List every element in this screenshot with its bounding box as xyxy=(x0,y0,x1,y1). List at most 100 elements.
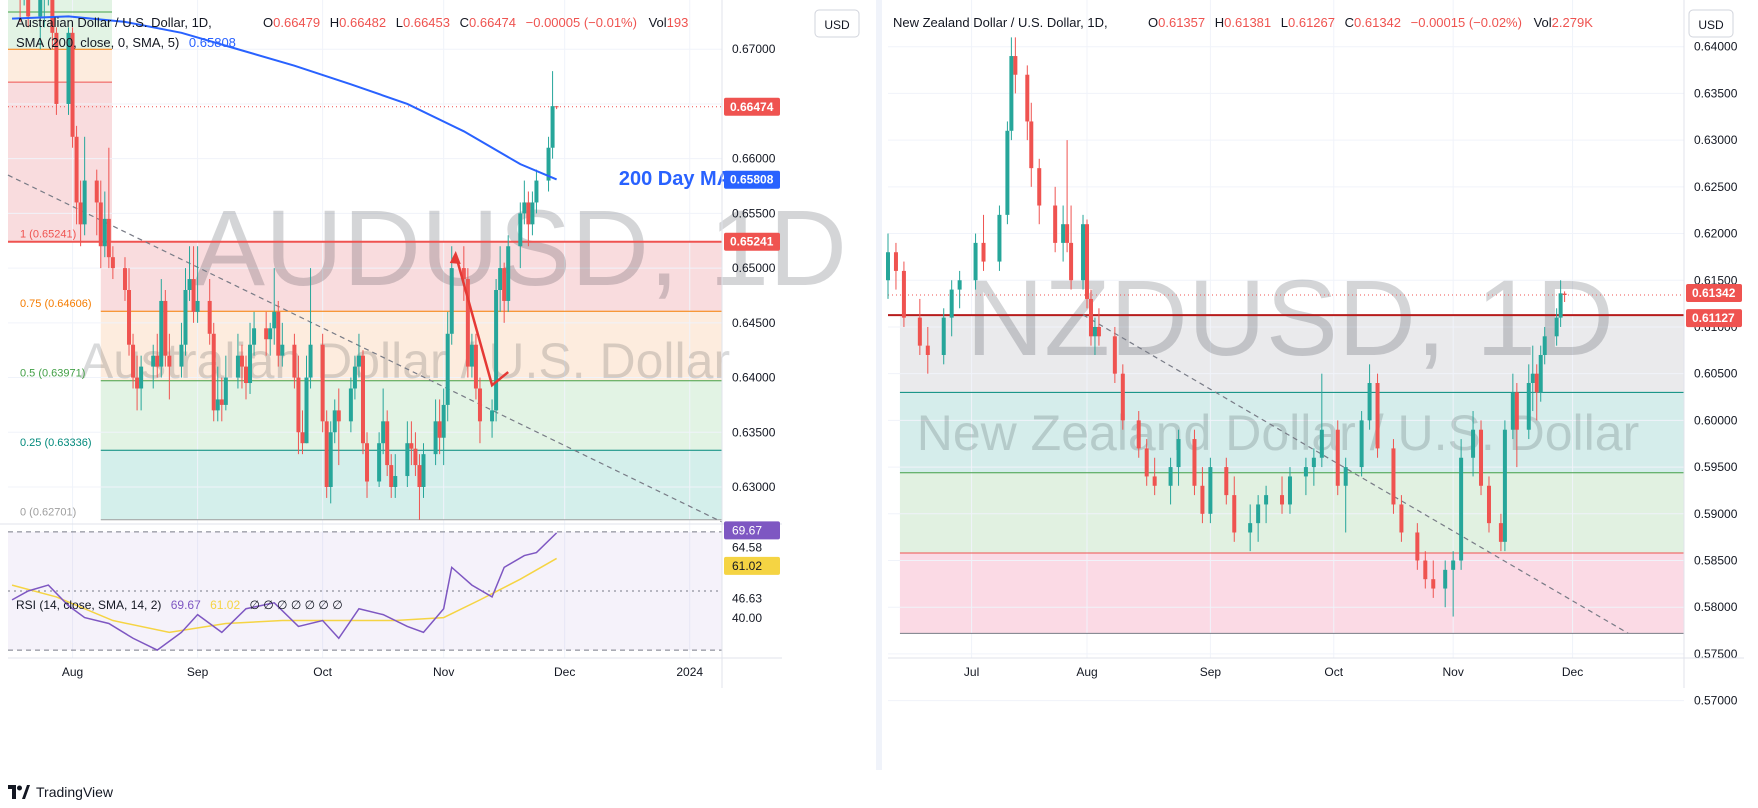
candle-body xyxy=(534,180,539,203)
candle-body xyxy=(195,300,200,312)
candle-body xyxy=(1144,448,1149,477)
candle-body xyxy=(332,410,337,433)
candle-body xyxy=(1232,495,1237,533)
candle-body xyxy=(405,443,410,477)
price-tick-label: 0.65500 xyxy=(732,206,776,220)
time-tick-label: Dec xyxy=(1562,665,1583,679)
candle-body xyxy=(252,328,257,345)
candle-body xyxy=(70,32,75,137)
candle-body xyxy=(1069,242,1074,281)
candle-body xyxy=(127,290,132,345)
candle-body xyxy=(248,344,253,384)
pane-divider[interactable] xyxy=(876,0,882,770)
candle-body xyxy=(1200,485,1205,514)
price-badge xyxy=(1686,284,1742,303)
candle-body xyxy=(163,300,168,356)
candle-body xyxy=(925,345,930,355)
candle-body xyxy=(1423,560,1428,580)
audusd-fib-bands xyxy=(8,0,722,520)
price-tick-label: 0.63000 xyxy=(1694,133,1738,147)
candle-body xyxy=(409,443,414,449)
candle-body xyxy=(917,317,922,346)
candle-body xyxy=(1391,448,1396,505)
price-tick-label: 0.57500 xyxy=(1694,647,1738,661)
time-tick-label: Oct xyxy=(1324,665,1343,679)
nzdusd-fib-bands xyxy=(899,314,1684,634)
fib-level-label: 0.5 (0.63971) xyxy=(20,368,85,380)
candle-body xyxy=(437,421,442,438)
price-badge-label: 0.65808 xyxy=(730,173,774,187)
audusd-chart[interactable]: AUDUSD, 1D Australian Dollar / U.S. Doll… xyxy=(0,0,878,770)
tradingview-footer[interactable]: TradingView xyxy=(8,782,113,802)
price-tick-label: 0.60500 xyxy=(1694,367,1738,381)
nzdusd-currency-button[interactable]: USD xyxy=(1688,9,1734,38)
price-tick-label: 0.62000 xyxy=(1694,227,1738,241)
candle-body xyxy=(122,268,127,290)
price-tick-label: 0.59500 xyxy=(1694,460,1738,474)
candle-body xyxy=(139,366,144,389)
candle-body xyxy=(1037,168,1042,206)
price-tick-label: 0.57000 xyxy=(1694,694,1738,708)
nzdusd-watermark-ticker: NZDUSD, 1D xyxy=(966,257,1614,378)
rsi-line xyxy=(11,532,558,651)
candle-body xyxy=(1065,224,1070,243)
candle-body xyxy=(26,0,31,17)
candle-body xyxy=(518,213,523,247)
time-tick-label: Jul xyxy=(964,665,979,679)
trendline xyxy=(1082,314,1629,634)
candle-body xyxy=(498,268,503,290)
candle-body xyxy=(211,333,216,411)
nzdusd-legend: New Zealand Dollar / U.S. Dollar, 1D, O0… xyxy=(893,15,1593,30)
candle-body xyxy=(522,202,527,214)
candle-body xyxy=(1085,224,1089,299)
candle-body xyxy=(328,432,333,487)
candle-body xyxy=(445,333,450,405)
candle-body xyxy=(1399,504,1404,533)
candle-body xyxy=(183,290,188,345)
audusd-time-axis[interactable]: Aug Sep Oct Nov Dec 2024 xyxy=(8,657,782,679)
candle-body xyxy=(1510,392,1515,430)
price-badge-label: 0.66474 xyxy=(730,100,774,114)
candle-body xyxy=(1538,354,1543,393)
candle-body xyxy=(449,268,454,334)
audusd-currency-button[interactable]: USD xyxy=(814,9,860,38)
candle-body xyxy=(546,147,551,181)
candle-body xyxy=(1005,130,1010,215)
candle-body xyxy=(187,279,192,290)
price-badge xyxy=(724,232,780,251)
fib-level-label: 0 (0.62701) xyxy=(20,507,76,519)
time-tick-label: Oct xyxy=(313,665,332,679)
candle-body xyxy=(1081,224,1086,281)
candle-body xyxy=(1562,293,1567,296)
candle-body xyxy=(94,180,99,203)
candle-body xyxy=(385,421,390,466)
candle-body xyxy=(502,268,507,301)
candle-body xyxy=(1558,293,1563,318)
candle-body xyxy=(336,410,341,422)
audusd-currency-label: USD xyxy=(824,18,850,32)
candle-body xyxy=(1013,56,1018,75)
candle-body xyxy=(1479,429,1484,486)
candle-body xyxy=(1415,532,1420,561)
candle-body xyxy=(207,300,212,334)
candle-body xyxy=(1526,383,1531,430)
audusd-sma-line xyxy=(11,15,557,181)
nzdusd-time-axis[interactable]: Jul Aug Sep Oct Nov Dec xyxy=(888,657,1744,679)
nzdusd-chart[interactable]: NZDUSD, 1D New Zealand Dollar / U.S. Dol… xyxy=(882,0,1758,770)
candle-body xyxy=(66,32,71,104)
time-tick-label: Sep xyxy=(1200,665,1222,679)
audusd-rsi-pane xyxy=(0,523,782,651)
price-tick-label: 0.61500 xyxy=(1694,273,1738,287)
price-tick-label: 0.62500 xyxy=(1694,180,1738,194)
candle-body xyxy=(477,388,482,422)
candle-body xyxy=(1554,317,1559,337)
candle-body xyxy=(1303,467,1308,477)
candle-body xyxy=(1502,429,1507,542)
candle-body xyxy=(1092,326,1097,337)
fib-level-label: 1 (0.65241) xyxy=(20,229,76,241)
nzdusd-currency-label: USD xyxy=(1698,18,1724,32)
candle-body xyxy=(78,202,83,225)
candle-body xyxy=(1192,439,1197,486)
candle-body xyxy=(348,388,353,422)
